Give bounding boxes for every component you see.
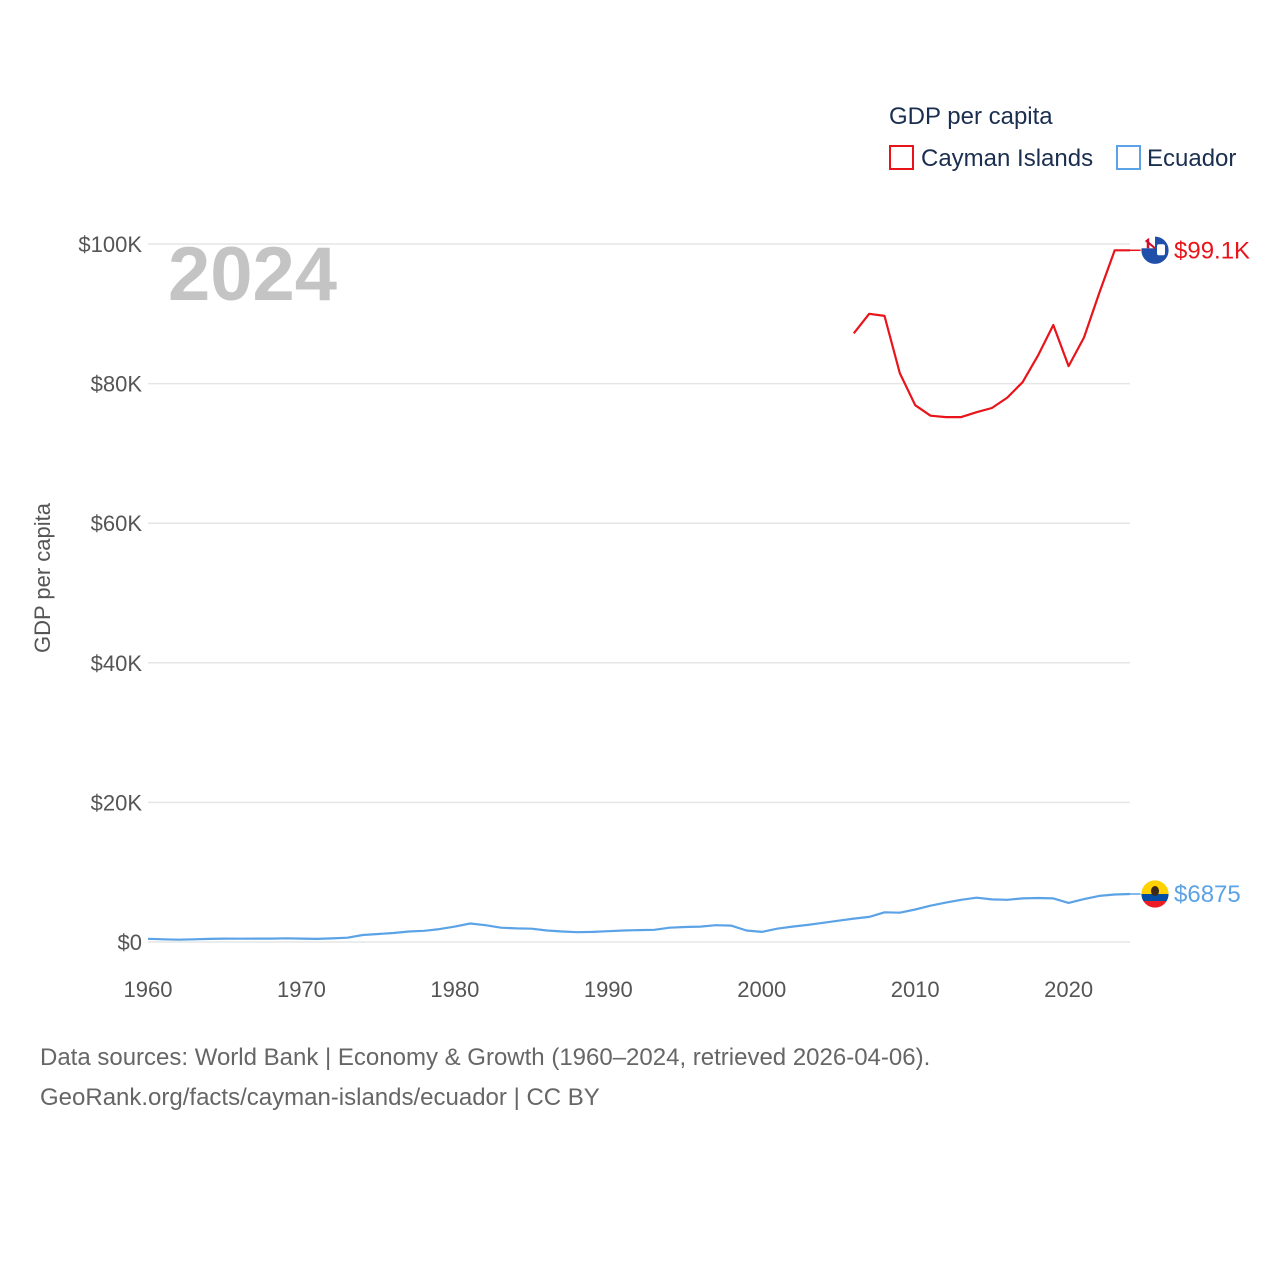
y-tick-label: $40K bbox=[91, 651, 143, 676]
y-tick-label: $0 bbox=[118, 930, 142, 955]
end-value-label-cayman-islands: $99.1K bbox=[1174, 237, 1250, 264]
y-tick-label: $80K bbox=[91, 372, 143, 397]
cayman-islands-flag-icon bbox=[1140, 235, 1170, 265]
x-tick-label: 1980 bbox=[430, 977, 479, 1002]
series-lines bbox=[147, 249, 1131, 941]
series-line-cayman-islands bbox=[852, 249, 1130, 419]
x-tick-label: 1960 bbox=[124, 977, 173, 1002]
legend-label-ecuador: Ecuador bbox=[1147, 145, 1236, 172]
y-axis-label: GDP per capita bbox=[30, 502, 55, 653]
series-line-ecuador bbox=[147, 892, 1131, 941]
footer-sources: Data sources: World Bank | Economy & Gro… bbox=[40, 1044, 931, 1071]
x-tick-label: 2020 bbox=[1044, 977, 1093, 1002]
x-tick-label: 1970 bbox=[277, 977, 326, 1002]
gridlines bbox=[148, 243, 1130, 943]
y-tick-label: $60K bbox=[91, 511, 143, 536]
y-tick-label: $20K bbox=[91, 790, 143, 815]
end-value-label-ecuador: $6875 bbox=[1174, 881, 1241, 908]
x-tick-label: 2000 bbox=[737, 977, 786, 1002]
end-markers: $99.1K $6875 bbox=[1130, 235, 1250, 909]
x-tick-label: 2010 bbox=[891, 977, 940, 1002]
y-axis-ticks: $0 $20K $40K $60K $80K $100K bbox=[78, 232, 142, 955]
legend-swatch-ecuador bbox=[1116, 145, 1141, 170]
legend-label-cayman-islands: Cayman Islands bbox=[921, 145, 1093, 172]
legend-swatch-cayman-islands bbox=[889, 145, 914, 170]
y-tick-label: $100K bbox=[78, 232, 142, 257]
ecuador-flag-icon bbox=[1140, 879, 1170, 909]
legend: GDP per capita Cayman Islands Ecuador bbox=[889, 103, 1236, 172]
legend-item-ecuador[interactable]: Ecuador bbox=[1116, 145, 1236, 172]
x-tick-label: 1990 bbox=[584, 977, 633, 1002]
legend-title: GDP per capita bbox=[889, 103, 1053, 130]
year-label: 2024 bbox=[168, 232, 337, 317]
footer-attribution[interactable]: GeoRank.org/facts/cayman-islands/ecuador… bbox=[40, 1084, 600, 1111]
legend-item-cayman-islands[interactable]: Cayman Islands bbox=[889, 145, 1093, 172]
x-axis-ticks: 1960 1970 1980 1990 2000 2010 2020 bbox=[124, 977, 1094, 1002]
